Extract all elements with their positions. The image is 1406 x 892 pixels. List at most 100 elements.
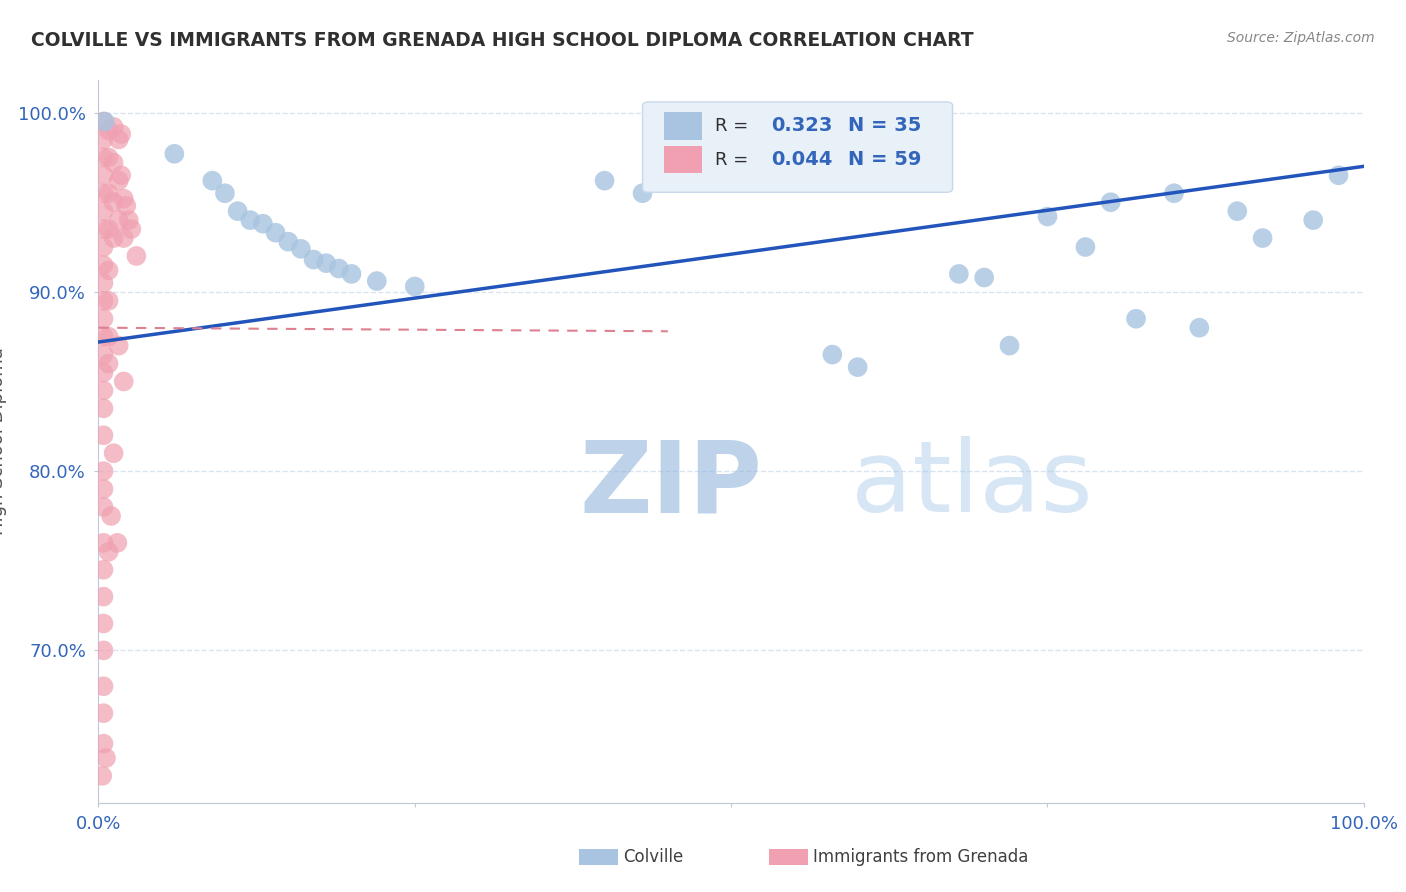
Text: Colville: Colville xyxy=(623,848,683,866)
Point xyxy=(264,226,287,240)
Point xyxy=(821,348,844,362)
Point xyxy=(97,357,120,371)
Point xyxy=(112,375,135,389)
Point xyxy=(93,482,115,496)
Point xyxy=(93,590,115,604)
Point xyxy=(93,222,115,236)
Point xyxy=(93,114,115,128)
Point xyxy=(328,261,350,276)
Point xyxy=(239,213,262,227)
Y-axis label: High School Diploma: High School Diploma xyxy=(0,348,7,535)
Point xyxy=(366,274,388,288)
Point xyxy=(290,242,312,256)
Point xyxy=(1226,204,1249,219)
Point xyxy=(93,643,115,657)
Point xyxy=(125,249,148,263)
Point xyxy=(593,174,616,188)
Point xyxy=(93,366,115,380)
Point xyxy=(97,263,120,277)
Point xyxy=(93,132,115,146)
Point xyxy=(110,169,132,183)
Point xyxy=(118,213,141,227)
Point xyxy=(93,276,115,290)
Point xyxy=(97,293,120,308)
Point xyxy=(107,338,129,352)
Point xyxy=(97,123,120,137)
Point xyxy=(1099,195,1122,210)
Point xyxy=(302,252,325,267)
Point xyxy=(97,222,120,236)
Point xyxy=(1036,210,1059,224)
Point xyxy=(252,217,274,231)
Point xyxy=(315,256,337,270)
FancyBboxPatch shape xyxy=(664,146,702,173)
Point xyxy=(1251,231,1274,245)
Point xyxy=(93,348,115,362)
Point xyxy=(93,500,115,514)
Point xyxy=(94,751,117,765)
Point xyxy=(340,267,363,281)
Point xyxy=(93,536,115,550)
Point xyxy=(103,155,125,169)
FancyBboxPatch shape xyxy=(664,112,702,139)
Point xyxy=(97,150,120,164)
Point xyxy=(110,127,132,141)
Point xyxy=(1327,169,1350,183)
Point xyxy=(97,186,120,201)
Point xyxy=(973,270,995,285)
Point xyxy=(103,195,125,210)
Point xyxy=(97,329,120,343)
Point xyxy=(277,235,299,249)
Point xyxy=(93,293,115,308)
Point xyxy=(100,508,122,523)
Point xyxy=(93,204,115,219)
Point xyxy=(93,384,115,398)
Point xyxy=(93,737,115,751)
Point xyxy=(93,428,115,442)
Point xyxy=(112,192,135,206)
Point xyxy=(846,360,869,375)
Point xyxy=(112,231,135,245)
Text: ZIP: ZIP xyxy=(579,436,762,533)
Point xyxy=(1302,213,1324,227)
Point xyxy=(1125,311,1147,326)
Point xyxy=(107,174,129,188)
Text: COLVILLE VS IMMIGRANTS FROM GRENADA HIGH SCHOOL DIPLOMA CORRELATION CHART: COLVILLE VS IMMIGRANTS FROM GRENADA HIGH… xyxy=(31,31,973,50)
Text: R =: R = xyxy=(714,117,754,135)
FancyBboxPatch shape xyxy=(579,849,619,865)
Point xyxy=(93,258,115,272)
Point xyxy=(1163,186,1185,201)
Point xyxy=(93,679,115,693)
Text: 0.323: 0.323 xyxy=(772,116,832,136)
Text: N = 35: N = 35 xyxy=(848,116,921,136)
Text: Source: ZipAtlas.com: Source: ZipAtlas.com xyxy=(1227,31,1375,45)
Point xyxy=(1188,320,1211,334)
Point xyxy=(97,545,120,559)
Point xyxy=(93,114,117,128)
Point xyxy=(103,120,125,134)
Text: 0.044: 0.044 xyxy=(772,150,832,169)
Point xyxy=(93,706,115,721)
Point xyxy=(93,563,115,577)
Text: R =: R = xyxy=(714,151,754,169)
Point xyxy=(404,279,426,293)
Point xyxy=(93,311,115,326)
Point xyxy=(120,222,142,236)
Point xyxy=(93,240,115,254)
FancyBboxPatch shape xyxy=(769,849,808,865)
Point xyxy=(115,199,138,213)
Point xyxy=(631,186,654,201)
Point xyxy=(93,169,115,183)
Point xyxy=(107,132,129,146)
Point xyxy=(91,769,114,783)
Point xyxy=(948,267,970,281)
Point xyxy=(226,204,249,219)
Point xyxy=(93,186,115,201)
Point xyxy=(103,446,125,460)
Text: atlas: atlas xyxy=(851,436,1092,533)
Point xyxy=(214,186,236,201)
Point xyxy=(201,174,224,188)
Point xyxy=(103,231,125,245)
Point xyxy=(93,401,115,416)
Text: N = 59: N = 59 xyxy=(848,150,921,169)
